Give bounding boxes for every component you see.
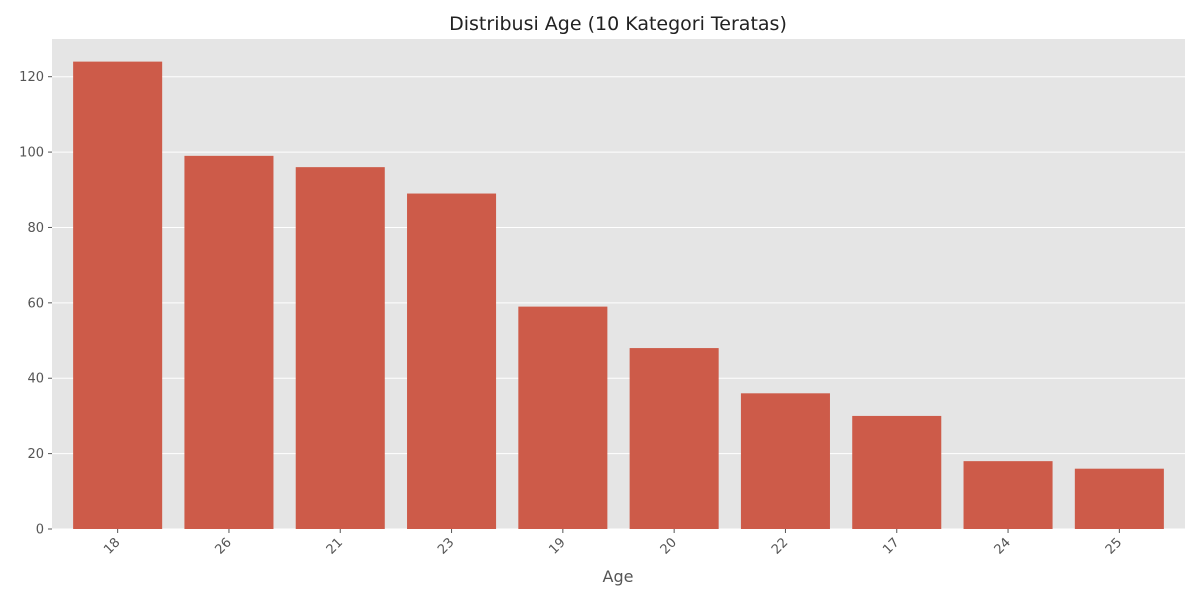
- x-tick-label: 20: [658, 535, 680, 557]
- chart-title: Distribusi Age (10 Kategori Teratas): [449, 13, 787, 35]
- bar-18: [73, 61, 163, 529]
- y-tick-label: 100: [19, 146, 44, 161]
- y-tick-label: 20: [27, 447, 44, 462]
- y-tick-label: 80: [27, 221, 44, 236]
- bar-26: [184, 155, 274, 529]
- x-tick-label: 24: [992, 535, 1014, 557]
- x-tick-label: 18: [101, 535, 123, 557]
- x-tick-label: 21: [324, 535, 346, 557]
- y-tick-label: 60: [27, 296, 44, 311]
- y-tick-label: 40: [27, 372, 44, 387]
- bar-17: [852, 415, 942, 529]
- x-tick-label: 22: [769, 535, 791, 557]
- x-tick-label: 25: [1103, 535, 1125, 557]
- bars: [73, 61, 1164, 530]
- bar-23: [407, 193, 497, 530]
- bar-20: [629, 348, 719, 529]
- x-tick-label: 23: [435, 535, 457, 557]
- y-tick-label: 0: [36, 523, 44, 538]
- x-tick-label: 17: [880, 535, 902, 557]
- x-tick-label: 19: [546, 535, 568, 557]
- bar-24: [963, 461, 1053, 529]
- bar-19: [518, 306, 608, 529]
- x-axis-ticks: 18 26 21 23 19 20 22 17 24 25: [101, 529, 1125, 558]
- bar-22: [740, 393, 830, 529]
- y-axis-ticks: 0 20 40 60 80 100 120: [19, 70, 52, 538]
- y-tick-label: 120: [19, 70, 44, 85]
- x-axis-label: Age: [603, 567, 634, 586]
- x-tick-label: 26: [212, 535, 234, 557]
- bar-21: [295, 167, 385, 529]
- bar-25: [1074, 468, 1164, 529]
